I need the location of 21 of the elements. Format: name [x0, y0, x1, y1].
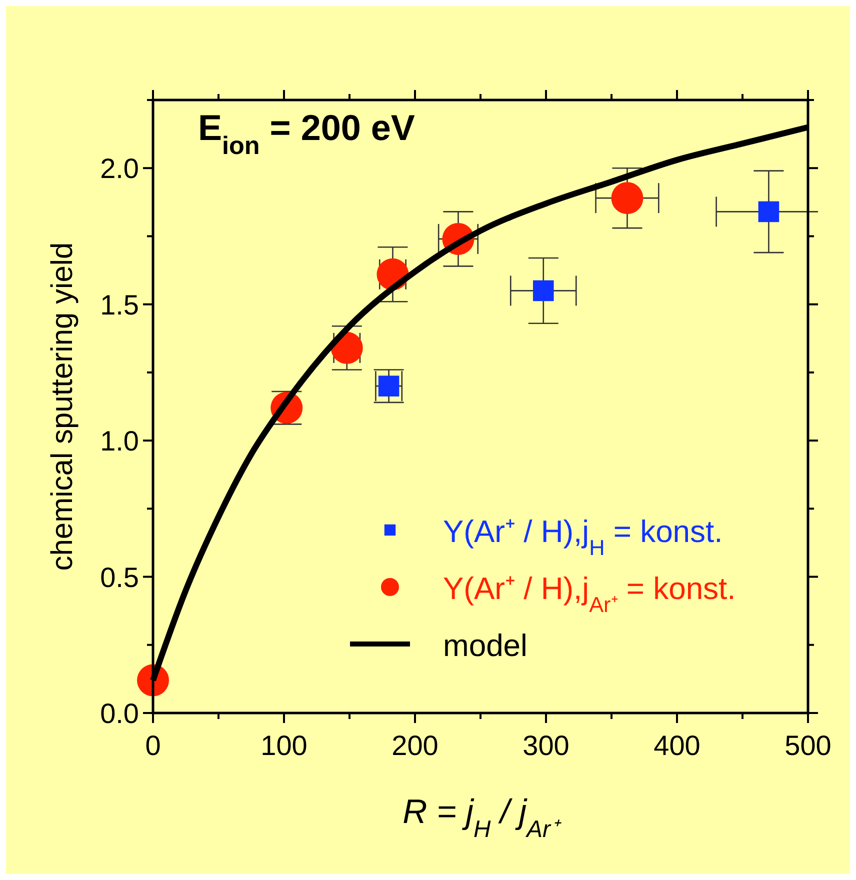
y-tick-label: 2.0	[100, 153, 139, 184]
x-tick-label: 500	[784, 730, 832, 761]
legend-label: Y(Ar⁺ / H),j$_{Ar⁺}$ = konst.	[443, 571, 736, 616]
y-tick-label: 0.0	[100, 698, 139, 729]
point	[611, 182, 644, 214]
legend-label: model	[443, 628, 528, 663]
y-tick-label: 1.5	[100, 289, 139, 320]
x-tick-label: 200	[392, 730, 438, 761]
x-tick-label: 100	[260, 730, 308, 761]
x-tick-label: 300	[522, 730, 570, 761]
y-tick-label: 1.0	[100, 426, 139, 457]
y-axis-title: chemical sputtering yield	[46, 242, 79, 571]
point	[758, 201, 780, 222]
x-axis-title: R = j$_{H}$ / j$_{Ar⁺}$	[402, 793, 562, 842]
legend-label: Y(Ar⁺ / H),j$_{H}$ = konst.	[443, 514, 723, 560]
point	[378, 376, 400, 396]
point	[532, 280, 554, 302]
x-tick-label: 0	[145, 730, 161, 761]
x-tick-label: 400	[654, 730, 700, 761]
y-tick-label: 0.5	[100, 562, 139, 593]
annotation: E$_{ion}$ = 200 eV	[198, 107, 415, 160]
